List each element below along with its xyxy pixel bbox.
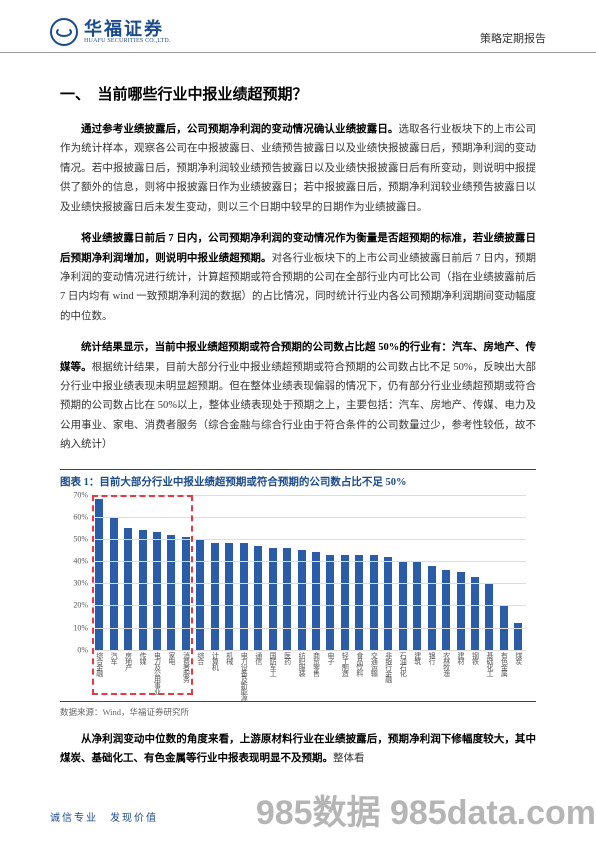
chart-gridline [92, 517, 526, 518]
chart-x-label: 传媒 [139, 650, 146, 695]
chart-bar [312, 552, 320, 649]
chart-bar [370, 555, 378, 650]
chart-bar [442, 570, 450, 650]
report-type-label: 策略定期报告 [480, 30, 546, 46]
chart-y-label: 40% [73, 557, 88, 566]
logo-en-name: HUAFU SECURITIES CO.,LTD. [84, 38, 171, 44]
chart-x-label: 电力及公用事业 [154, 650, 161, 695]
chart-gridline [92, 561, 526, 562]
chart-x-label: 电子 [327, 650, 334, 695]
chart-bars [92, 495, 526, 650]
chart-bar [153, 532, 161, 649]
chart-x-label: 银行 [428, 650, 435, 695]
chart-x-labels: 综合金融汽车 房地产传媒 电力及公用事业家电消费者服务 综合计算机 机械电力设备及新能源… [92, 650, 526, 695]
chart-bar [428, 566, 436, 650]
chart-x-label: 综合金融 [96, 650, 103, 695]
chart-y-label: 10% [73, 623, 88, 632]
chart-x-label: 钢铁 [472, 650, 479, 695]
paragraph-1: 通过参考业绩披露后，公司预期净利润的变动情况确认业绩披露日。选取各行业板块下的上… [60, 120, 536, 217]
chart-bar [341, 555, 349, 650]
chart-title: 图表 1：目前大部分行业中报业绩超预期或符合预期的公司数占比不足 50% [60, 469, 536, 489]
chart-x-label: 消费者服务 [182, 650, 189, 695]
chart-x-label: 石油石化 [399, 650, 406, 695]
watermark: 985数据 985data.com [256, 785, 596, 834]
chart-y-axis: 0%10%20%30%40%50%60%70% [60, 495, 92, 650]
logo-icon [50, 18, 78, 46]
para1-bold: 通过参考业绩披露后，公司预期净利润的变动情况确认业绩披露日。 [81, 124, 399, 135]
chart-x-label: 通信 [255, 650, 262, 695]
chart-bar [182, 537, 190, 650]
chart-title-prefix: 图表 1： [60, 477, 99, 488]
logo-cn-name: 华福证券 [84, 20, 171, 38]
chart-bar [326, 555, 334, 650]
chart-x-label: 食品饮料 [356, 650, 363, 695]
chart-bar [240, 543, 248, 649]
chart-x-label: 商贸零售 [313, 650, 320, 695]
company-logo: 华福证券 HUAFU SECURITIES CO.,LTD. [50, 18, 171, 46]
chart-y-label: 20% [73, 601, 88, 610]
chart-x-label: 综合 [197, 650, 204, 695]
chart-x-label: 农林牧渔 [443, 650, 450, 695]
content-area: 一、 当前哪些行业中报业绩超预期？ 通过参考业绩披露后，公司预期净利润的变动情况… [0, 53, 596, 769]
chart-bar [196, 539, 204, 650]
para4-rest: 整体看 [333, 753, 365, 764]
chart-x-label: 汽车 [110, 650, 117, 695]
chart-bar [167, 535, 175, 650]
chart-gridline [92, 605, 526, 606]
chart-x-label: 机械 [226, 650, 233, 695]
chart-bar [471, 577, 479, 650]
chart-plot-area [92, 495, 526, 650]
chart-x-label: 基础化工 [486, 650, 493, 695]
logo-text: 华福证券 HUAFU SECURITIES CO.,LTD. [84, 20, 171, 44]
chart-bar [225, 543, 233, 649]
chart-bar [298, 550, 306, 650]
chart-x-label: 纺织服装 [298, 650, 305, 695]
page-header: 华福证券 HUAFU SECURITIES CO.,LTD. 策略定期报告 [0, 0, 596, 53]
paragraph-3: 统计结果显示，当前中报业绩超预期或符合预期的公司数占比超 50%的行业有：汽车、… [60, 338, 536, 455]
chart-bar [485, 583, 493, 649]
chart-x-label: 非银行金融 [385, 650, 392, 695]
chart-x-label: 有色金属 [500, 650, 507, 695]
chart-bar [269, 548, 277, 650]
chart-y-label: 70% [73, 490, 88, 499]
chart-x-label: 建材 [457, 650, 464, 695]
chart-title-text: 目前大部分行业中报业绩超预期或符合预期的公司数占比不足 50% [99, 477, 406, 488]
chart-bar [211, 543, 219, 649]
chart-x-label: 建筑 [414, 650, 421, 695]
para1-rest: 选取各行业板块下的上市公司作为统计样本，观察各公司在中报披露日、业绩预告披露日以… [60, 124, 536, 213]
paragraph-4: 从净利润变动中位数的角度来看，上游原材料行业在业绩披露后，预期净利润下修幅度较大… [60, 730, 536, 769]
chart-x-label: 医药 [284, 650, 291, 695]
para3-rest: 根据统计结果，目前大部分行业中报业绩超预期或符合预期的公司数占比不足 50%，反… [60, 362, 536, 451]
chart-x-label: 国防军工 [269, 650, 276, 695]
chart-source: 数据来源：Wind，华福证券研究所 [60, 701, 536, 718]
chart-y-label: 50% [73, 535, 88, 544]
chart-bar [124, 528, 132, 650]
chart-x-label: 家电 [168, 650, 175, 695]
chart-y-label: 60% [73, 512, 88, 521]
chart-bar [139, 530, 147, 650]
para4-bold: 从净利润变动中位数的角度来看，上游原材料行业在业绩披露后，预期净利润下修幅度较大… [60, 734, 536, 764]
chart-y-label: 30% [73, 579, 88, 588]
bar-chart: 0%10%20%30%40%50%60%70% 综合金融汽车房地产传媒电力及公用… [60, 495, 536, 695]
chart-x-label: 轻工制造 [341, 650, 348, 695]
chart-gridline [92, 583, 526, 584]
chart-bar [283, 548, 291, 650]
chart-x-label: 交通运输 [370, 650, 377, 695]
footer-slogan: 诚信专业 发现价值 [50, 809, 158, 824]
paragraph-2: 将业绩披露日前后 7 日内，公司预期净利润的变动情况作为衡量是否超预期的标准，若… [60, 229, 536, 326]
chart-gridline [92, 495, 526, 496]
chart-y-label: 0% [77, 645, 88, 654]
chart-bar [384, 557, 392, 650]
chart-x-label: 电力设备及新能源 [240, 650, 247, 695]
chart-bar [355, 555, 363, 650]
chart-gridline [92, 628, 526, 629]
chart-x-label: 计算机 [211, 650, 218, 695]
chart-x-label: 房地产 [125, 650, 132, 695]
chart-gridline [92, 539, 526, 540]
chart-x-label: 煤炭 [515, 650, 522, 695]
section-title: 一、 当前哪些行业中报业绩超预期？ [60, 83, 536, 104]
